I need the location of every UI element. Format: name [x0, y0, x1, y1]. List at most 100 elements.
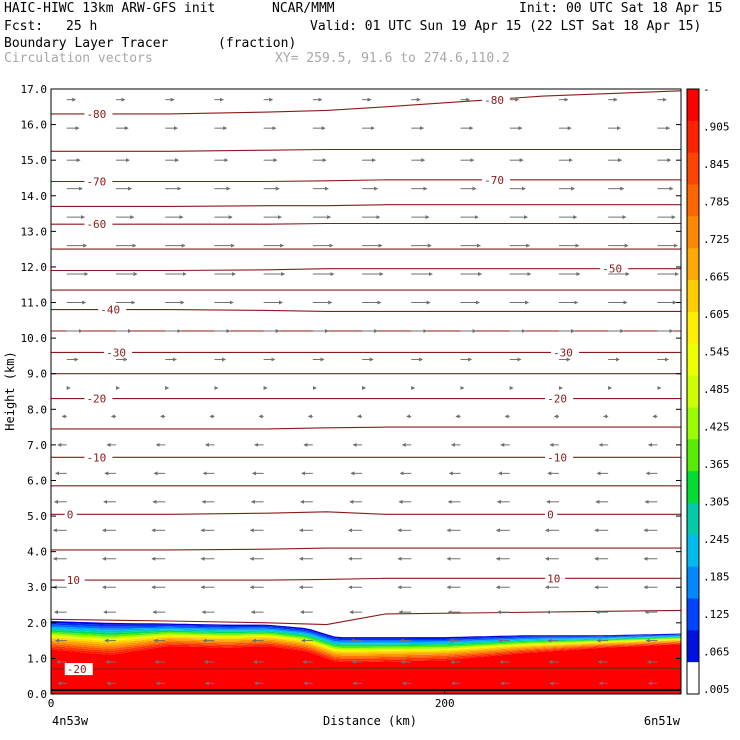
colorbar-label: .725 [703, 233, 730, 246]
y-tick-label: 17.0 [21, 83, 48, 96]
contour-label-bg [64, 663, 93, 676]
x-tick-label: 0 [48, 697, 55, 710]
contour-label: -20 [67, 663, 87, 676]
colorbar-swatch [687, 566, 699, 599]
isotherm-line [51, 547, 681, 551]
contour-label: 10 [67, 574, 80, 587]
colorbar-label: .545 [703, 346, 730, 359]
y-tick-label: 8.0 [27, 403, 47, 416]
tracer-band [51, 621, 681, 639]
isotherm-line [51, 609, 681, 626]
colorbar-swatch [687, 439, 699, 472]
isotherm-contours: -80 -80 -70 -70 -60 -50 -40 -30 -30 -20 -20 -10 -10 0… [51, 90, 681, 676]
forecast-label: Fcst: [4, 19, 44, 34]
contour-label: -70 [86, 176, 106, 189]
contour-label: -10 [86, 451, 106, 464]
colorbar-swatch [687, 534, 699, 568]
contour-label: -80 [86, 108, 106, 121]
isotherm-line [51, 204, 681, 207]
y-tick-label: 15.0 [21, 154, 48, 167]
colorbar-label: .665 [703, 271, 730, 284]
isotherm-line [51, 268, 681, 272]
contour-label: -70 [484, 174, 504, 187]
y-tick-label: 1.0 [27, 652, 47, 665]
contour-label-bg [104, 346, 133, 359]
circulation-vectors [52, 97, 679, 686]
vectors-label: Circulation vectors [4, 51, 153, 66]
field-name: Boundary Layer Tracer [4, 36, 169, 51]
isotherm-line [51, 148, 681, 152]
colorbar-label: .605 [703, 308, 730, 321]
contour-label: -30 [106, 346, 126, 359]
contour-label: 0 [547, 508, 554, 521]
colorbar-swatch [687, 375, 699, 408]
contour-label-bg [600, 262, 629, 275]
isotherm-line [51, 426, 681, 430]
y-tick-label: 9.0 [27, 368, 47, 381]
colorbar-label: .245 [703, 533, 730, 546]
valid-time: Valid: 01 UTC Sun 19 Apr 15 (22 LST Sat … [310, 19, 702, 34]
y-axis-label: Height (km) [3, 351, 17, 430]
init-time: Init: 00 UTC Sat 18 Apr 15 [519, 1, 723, 16]
isotherm-line [51, 222, 681, 225]
isotherm-line [51, 511, 681, 515]
model-title: HAIC-HIWC 13km ARW-GFS init [4, 1, 216, 16]
colorbar-swatch [687, 152, 699, 186]
colorbar-swatch [687, 343, 699, 377]
isotherm-line [51, 309, 681, 312]
contour-label: -80 [484, 94, 504, 107]
colorbar-swatch [687, 184, 699, 217]
contour-label-bg [98, 303, 127, 316]
colorbar-swatch [687, 407, 699, 440]
x-axis: 0 200 [48, 689, 455, 710]
isotherm-line [51, 667, 681, 670]
tracer-fill [51, 621, 681, 694]
colorbar-swatch [687, 662, 699, 695]
x-right-location: 6n51w [644, 714, 681, 728]
contour-label: -50 [602, 263, 622, 276]
contour-label-bg [482, 173, 511, 186]
contour-label: -10 [547, 451, 567, 464]
y-tick-label: 0.0 [27, 688, 47, 701]
y-tick-label: 10.0 [21, 332, 48, 345]
colorbar-label: .065 [703, 646, 730, 659]
colorbar-label: .485 [703, 383, 730, 396]
colorbar-label: .125 [703, 608, 730, 621]
contour-label: -60 [86, 218, 106, 231]
colorbar-label: .305 [703, 496, 730, 509]
contour-label-bg [545, 451, 574, 464]
contour-label: 10 [547, 572, 560, 585]
y-tick-label: 4.0 [27, 546, 47, 559]
organization-label: NCAR/MMM [272, 1, 335, 16]
tracer-band [51, 628, 681, 645]
field-units: (fraction) [218, 36, 297, 51]
contour-label-bg [545, 392, 574, 405]
colorbar-label: .905 [703, 121, 730, 134]
contour-label: 0 [67, 508, 74, 521]
contour-label: -40 [100, 304, 120, 317]
x-left-location: 4n53w [52, 714, 89, 728]
colorbar-label: .845 [703, 158, 730, 171]
y-tick-label: 14.0 [21, 190, 48, 203]
plot-frame [50, 88, 682, 695]
colorbar-label: .425 [703, 421, 730, 434]
colorbar-swatch [687, 598, 699, 631]
tracer-band [51, 626, 681, 644]
colorbar-swatch [687, 248, 699, 281]
isotherm-line [51, 577, 681, 581]
contour-label-bg [84, 451, 113, 464]
contour-label-bg [551, 346, 580, 359]
colorbar-swatch [687, 630, 699, 663]
y-tick-label: 6.0 [27, 474, 47, 487]
contour-label-bg [84, 175, 113, 188]
contour-label-bg [64, 508, 77, 521]
tracer-band [51, 637, 681, 655]
colorbar-label: .785 [703, 196, 730, 209]
y-tick-label: 3.0 [27, 581, 47, 594]
cross-section-endpoints: XY= 259.5, 91.6 to 274.6,110.2 [275, 51, 510, 66]
y-tick-label: 13.0 [21, 225, 48, 238]
colorbar-swatch [687, 471, 699, 504]
x-tick-label: 200 [435, 697, 455, 710]
colorbar: - .905 .845 .785 .725 .665 .605 .545 .485 .425 .36… [686, 83, 730, 696]
contour-label-bg [84, 218, 113, 231]
